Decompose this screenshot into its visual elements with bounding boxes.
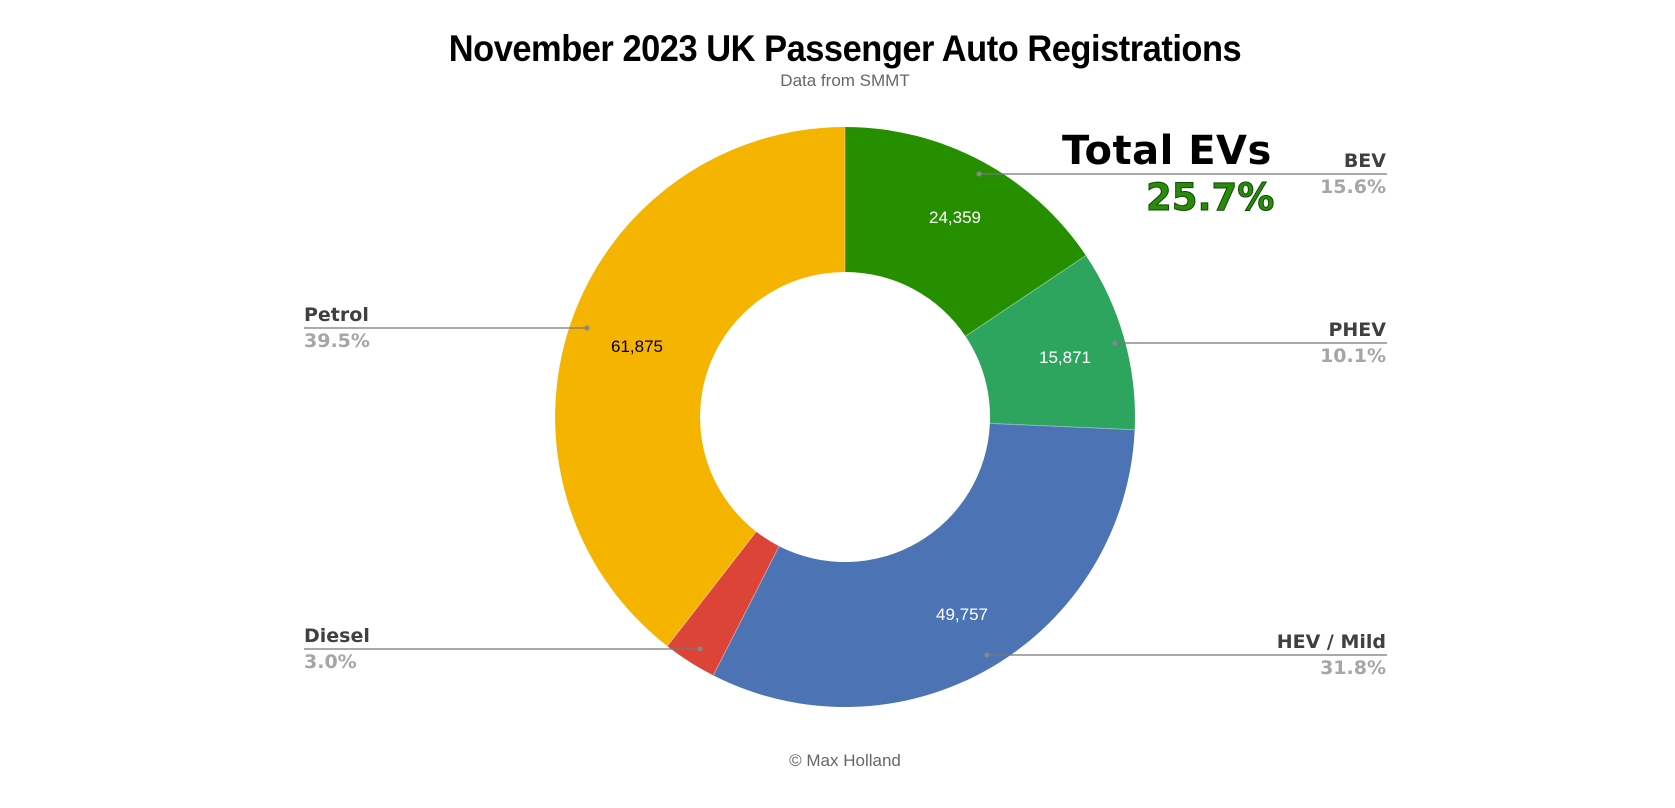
label-phev-name: PHEV	[1328, 319, 1386, 341]
chart-subtitle: Data from SMMT	[780, 71, 910, 90]
copyright-credit: © Max Holland	[789, 751, 901, 770]
slice-petrol[interactable]	[555, 127, 845, 647]
slice-hev[interactable]	[713, 423, 1135, 708]
slice-diesel[interactable]	[667, 531, 780, 676]
label-bev-name: BEV	[1343, 150, 1386, 172]
label-petrol-pct: 39.5%	[304, 330, 370, 352]
slice-phev[interactable]	[965, 255, 1135, 430]
label-bev-pct: 15.6%	[1320, 176, 1386, 198]
label-hev-pct: 31.8%	[1320, 657, 1386, 679]
value-label-petrol: 61,875	[611, 337, 663, 356]
label-petrol-name: Petrol	[304, 304, 369, 326]
slice-bev[interactable]	[845, 127, 1086, 337]
label-phev-pct: 10.1%	[1320, 345, 1386, 367]
value-label-hev: 49,757	[936, 605, 988, 624]
chart-title: November 2023 UK Passenger Auto Registra…	[448, 28, 1242, 69]
value-label-bev: 24,359	[929, 208, 981, 227]
label-diesel-name: Diesel	[304, 625, 370, 647]
value-label-phev: 15,871	[1039, 348, 1091, 367]
total-evs-value: 25.7%	[1145, 176, 1275, 219]
label-diesel-pct: 3.0%	[304, 651, 357, 673]
total-evs-title: Total EVs	[1062, 128, 1272, 174]
label-hev-name: HEV / Mild	[1276, 631, 1386, 653]
